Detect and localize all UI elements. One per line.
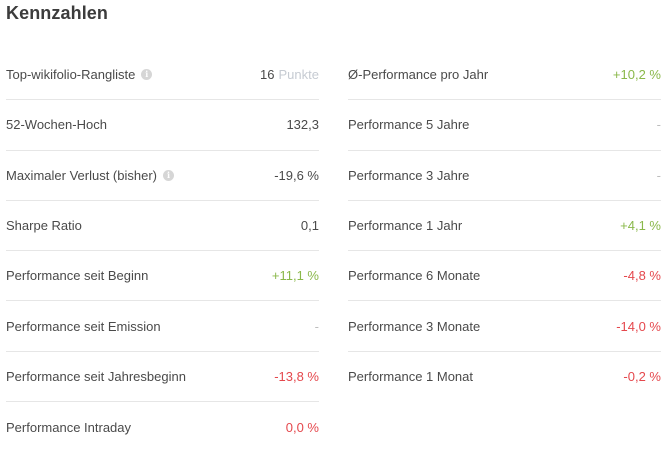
metric-value: -: [314, 318, 319, 334]
metric-label: Top-wikifolio-Rangliste: [6, 67, 136, 83]
metric-label: Maximaler Verlust (bisher): [6, 167, 157, 183]
metric-value-group: -4,8 %: [623, 268, 661, 283]
metric-value-group: +10,2 %: [613, 67, 661, 82]
metrics-column-right: Ø-Performance pro Jahr +10,2 % Performance…: [348, 50, 661, 402]
metric-row: Performance 6 Monate -4,8 %: [348, 251, 661, 302]
metric-row: Sharpe Ratio 0,1: [6, 201, 319, 252]
metric-label: Sharpe Ratio: [6, 218, 82, 234]
metric-value: 0,1: [300, 218, 319, 234]
metric-value-group: -: [657, 117, 661, 132]
info-icon[interactable]: i: [141, 69, 153, 81]
metric-row: Performance 3 Jahre -: [348, 151, 661, 201]
metric-label: Performance seit Jahresbeginn: [6, 368, 186, 384]
metric-label: Performance 3 Jahre: [348, 167, 470, 183]
metric-label: Performance 1 Jahr: [348, 218, 463, 234]
metric-unit: Punkte: [278, 67, 319, 83]
metric-label-group: Performance 5 Jahre: [348, 117, 469, 132]
metric-label: 52-Wochen-Hoch: [6, 117, 107, 133]
metric-label-group: Performance seit Jahresbeginn: [6, 369, 186, 384]
metric-row: 52-Wochen-Hoch 132,3: [6, 100, 319, 151]
metric-label: Performance 3 Monate: [348, 318, 481, 334]
metric-value: -14,0 %: [616, 318, 661, 334]
metric-label-group: 52-Wochen-Hoch: [6, 117, 107, 132]
metric-value-group: +11,1 %: [272, 268, 319, 283]
metric-label: Performance 1 Monat: [348, 369, 474, 385]
metric-value: +11,1 %: [271, 268, 319, 284]
metric-value: -19,6 %: [274, 167, 319, 183]
metric-value-group: 132,3: [286, 117, 319, 132]
metric-label: Performance Intraday: [6, 419, 132, 435]
metric-value: -: [656, 167, 661, 183]
metric-value: 132,3: [286, 117, 319, 133]
metric-value: -0,2 %: [623, 369, 661, 385]
metric-row: Top-wikifolio-Rangliste i 16 Punkte: [6, 50, 319, 101]
metric-label: Performance 5 Jahre: [348, 117, 470, 133]
metric-label-group: Performance 1 Jahr: [348, 218, 462, 233]
metric-label: Performance seit Emission: [6, 318, 161, 334]
metric-value-group: +4,1 %: [620, 218, 661, 233]
metric-value-group: 0,1: [301, 218, 319, 233]
metric-value: +10,2 %: [612, 67, 661, 83]
metric-value: 16: [260, 67, 275, 83]
metric-value-group: -0,2 %: [623, 369, 661, 384]
metric-label-group: Performance Intraday: [6, 420, 131, 435]
metric-value-group: -13,8 %: [274, 369, 319, 384]
metric-label-group: Performance seit Emission: [6, 319, 161, 334]
metric-row: Performance seit Beginn +11,1 %: [6, 251, 319, 302]
metric-label-group: Maximaler Verlust (bisher) i: [6, 168, 174, 183]
metric-value: 0,0 %: [285, 419, 319, 435]
metric-row: Performance 1 Jahr +4,1 %: [348, 201, 661, 252]
metric-label-group: Performance 1 Monat: [348, 369, 473, 384]
metric-row: Performance 3 Monate -14,0 %: [348, 301, 661, 352]
metric-label: Performance 6 Monate: [348, 268, 481, 284]
metric-row: Maximaler Verlust (bisher) i -19,6 %: [6, 151, 319, 201]
metric-label: Ø-Performance pro Jahr: [348, 67, 489, 83]
metric-value: +4,1 %: [620, 218, 661, 234]
metric-label-group: Performance 3 Jahre: [348, 168, 469, 183]
metrics-column-left: Top-wikifolio-Rangliste i 16 Punkte 52-Woche…: [6, 50, 319, 452]
metric-label-group: Performance 3 Monate: [348, 319, 480, 334]
metric-value: -4,8 %: [623, 268, 661, 284]
metric-label-group: Performance 6 Monate: [348, 268, 480, 283]
metric-row: Performance Intraday 0,0 %: [6, 402, 319, 452]
metric-value-group: -14,0 %: [616, 319, 661, 334]
metric-label: Performance seit Beginn: [6, 268, 149, 284]
metric-label-group: Top-wikifolio-Rangliste i: [6, 67, 153, 83]
metric-value-group: -19,6 %: [274, 168, 319, 183]
metric-label-group: Sharpe Ratio: [6, 218, 82, 233]
metric-value: -13,8 %: [274, 368, 319, 384]
metric-row: Performance 1 Monat -0,2 %: [348, 352, 661, 402]
metric-value-group: -: [315, 319, 319, 334]
metric-value-group: 0,0 %: [286, 420, 319, 435]
metric-value-group: -: [657, 168, 661, 183]
metric-row: Performance 5 Jahre -: [348, 100, 661, 151]
info-icon[interactable]: i: [163, 169, 174, 181]
metric-value-group: 16 Punkte: [260, 67, 319, 82]
metric-row: Performance seit Emission -: [6, 301, 319, 352]
metric-row: Ø-Performance pro Jahr +10,2 %: [348, 50, 661, 101]
page-title: Kennzahlen: [6, 3, 109, 23]
metric-row: Performance seit Jahresbeginn -13,8 %: [6, 352, 319, 403]
metric-value: -: [656, 117, 661, 133]
metric-label-group: Ø-Performance pro Jahr: [348, 67, 488, 82]
metric-label-group: Performance seit Beginn: [6, 268, 148, 283]
